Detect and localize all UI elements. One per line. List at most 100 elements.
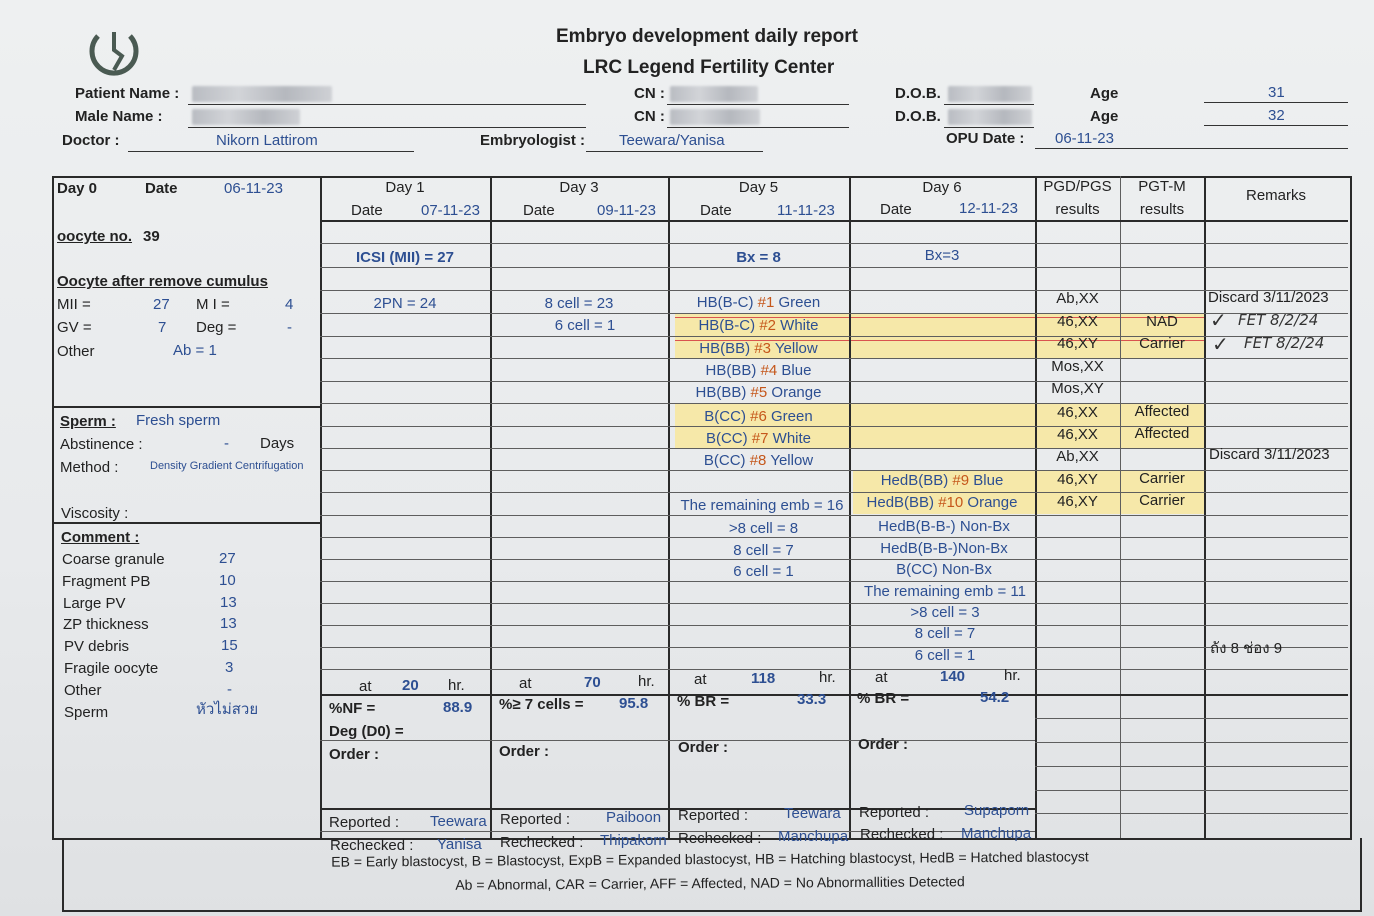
oocyte-no-label: oocyte no. [57,228,133,245]
pgd-header-line2: results [1055,201,1100,218]
gv-label: GV = [57,319,92,336]
day5-at-value: 118 [751,670,776,687]
day3-at-label: at [519,675,532,692]
embryologist-value: Teewara/Yanisa [619,132,725,149]
day6-nonbx-row: B(CC) Non-Bx [896,561,992,578]
comment-item-value: 13 [220,615,237,632]
highlight-row-9 [853,470,1204,492]
abstinence-value: - [224,435,229,452]
pgtm-header-line2: results [1139,201,1185,218]
comment-item-label: ZP thickness [63,616,149,633]
day6-at-value: 140 [940,668,966,685]
day5-embryo-row: B(CC) #6 Green [704,408,813,425]
day5-stat-label: % BR = [677,693,730,710]
pgtm-result: Affected [1134,403,1190,420]
age-male-value: 32 [1268,107,1285,124]
male-name-label: Male Name : [75,108,163,125]
deg-value: - [287,319,292,336]
pgd-header-line1: PGD/PGS [1043,178,1112,195]
day3-date: 09-11-23 [597,202,656,219]
doctor-value: Nikorn Lattirom [216,132,318,149]
remark-fet-1: FET 8/2/24 [1238,311,1319,329]
comment-item-value: หัวไม่สวย [196,701,259,718]
day5-remaining: The remaining emb = 16 [680,497,844,514]
day1-order-label: Order : [329,746,380,763]
remark-check-1: ✓ [1210,308,1227,332]
comment-item-label: Other [64,682,102,699]
day5-embryo-row: HB(BB) #4 Blue [705,362,812,379]
day3-stat-label: %≥ 7 cells = [499,696,584,713]
comment-item-label: PV debris [64,638,130,655]
highlight-row-6 [675,404,1204,426]
day1-at-value: 20 [402,677,419,694]
comment-item-label: Sperm [64,704,109,721]
day6-stat-value: 54.2 [980,689,1010,706]
day3-reported-value: Paiboon [606,809,662,826]
main-table [52,176,1352,840]
age-label-male: Age [1090,108,1119,125]
day3-reported-label: Reported : [500,811,571,828]
day0-date-label: Date [145,180,178,197]
after-cumulus-label: Oocyte after remove cumulus [57,273,268,290]
day3-date-label: Date [523,202,555,219]
clinic-logo [89,32,139,76]
comment-item-value: 10 [219,572,236,589]
patient-name-redacted [192,86,332,102]
pgtm-result: NAD [1146,313,1178,330]
pgtm-result: Carrier [1139,470,1185,487]
day6-bx: Bx=3 [924,247,960,264]
day5-rest-row: 6 cell = 1 [733,563,794,580]
cn-label-patient: CN : [634,85,665,102]
sperm-label: Sperm : [60,413,116,430]
day1-icsi: ICSI (MII) = 27 [356,249,454,266]
mi-value: 4 [285,296,294,313]
pgtm-result: Affected [1134,425,1190,442]
report-title: Embryo development daily report [556,26,858,47]
report-subtitle: LRC Legend Fertility Center [583,57,835,78]
day5-date-label: Date [700,202,732,219]
sperm-value: Fresh sperm [136,412,221,429]
day1-2pn: 2PN = 24 [373,295,437,312]
day6-nonbx-row: HedB(B-B-) Non-Bx [878,518,1010,535]
remark-check-2: ✓ [1212,332,1229,356]
pgd-result: 46,XY [1057,335,1098,352]
method-label: Method : [60,459,119,476]
day1-hr-label: hr. [448,677,465,694]
patient-name-label: Patient Name : [75,85,180,102]
abstinence-label: Abstinence : [60,436,143,453]
day5-rest-row: >8 cell = 8 [728,520,799,537]
male-name-redacted [192,109,300,125]
pgtm-result: Carrier [1139,492,1185,509]
deg-label: Deg = [196,319,237,336]
highlight-row-7 [675,427,1204,449]
day6-date-label: Date [880,201,912,218]
day5-date: 11-11-23 [777,202,835,219]
pgd-result: 46,XX [1057,426,1098,443]
day6-date: 12-11-23 [959,200,1018,217]
day5-order-label: Order : [678,739,729,756]
age-patient-value: 31 [1268,84,1285,101]
comment-item-label: Fragile oocyte [64,660,159,677]
day6-rest-row: 8 cell = 7 [914,625,976,642]
pgd-result: Mos,XX [1051,358,1104,375]
abstinence-unit: Days [260,435,295,452]
day3-at-value: 70 [584,674,601,691]
day3-stat-value: 95.8 [619,695,649,712]
day5-rechecked-value: Manchupa [778,828,849,845]
day0-date: 06-11-23 [224,180,283,197]
highlight-row-10 [853,492,1204,514]
day1-at-label: at [359,678,372,695]
pgd-result: Mos,XY [1051,380,1104,397]
embryologist-label: Embryologist : [480,132,586,149]
day6-order-label: Order : [858,736,909,753]
cn-label-male: CN : [634,108,665,125]
pgtm-header-line1: PGT-M [1138,178,1186,195]
day1-reported-label: Reported : [329,814,400,831]
day3-row: 6 cell = 1 [554,317,616,334]
comment-item-label: Large PV [63,595,126,612]
day5-embryo-row: HB(B-C) #2 White [698,317,819,334]
day6-remaining: The remaining emb = 11 [864,583,1026,600]
pgd-result: 46,XX [1057,313,1098,330]
day6-at-label: at [875,669,888,686]
